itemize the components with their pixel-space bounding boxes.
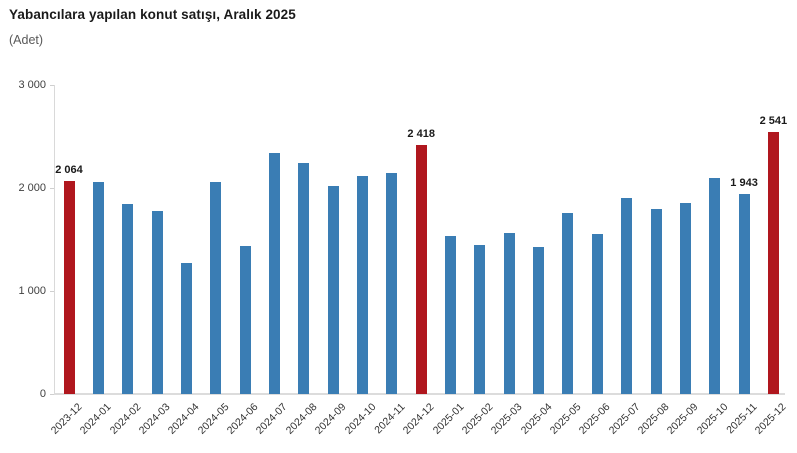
bar-2025-09[interactable] xyxy=(679,202,691,394)
bar-2024-04[interactable] xyxy=(180,263,192,394)
bar-2025-02[interactable] xyxy=(474,245,486,394)
bar-2025-01[interactable] xyxy=(445,235,457,394)
bar-2024-07[interactable] xyxy=(268,152,280,394)
bar-2025-12[interactable] xyxy=(767,132,779,394)
bar-2024-01[interactable] xyxy=(92,181,104,394)
y-tick-mark xyxy=(50,291,54,292)
chart-title: Yabancılara yapılan konut satışı, Aralık… xyxy=(9,7,296,22)
bar-2025-05[interactable] xyxy=(562,213,574,394)
y-tick-mark xyxy=(50,394,54,395)
y-tick-label: 0 xyxy=(39,388,46,400)
bar-2024-03[interactable] xyxy=(151,211,163,394)
y-tick-label: 1 000 xyxy=(18,285,46,297)
bar-2024-06[interactable] xyxy=(239,246,251,394)
bar-2025-11[interactable] xyxy=(738,193,750,394)
y-tick-mark xyxy=(50,85,54,86)
bar-2024-11[interactable] xyxy=(386,173,398,394)
bar-2024-08[interactable] xyxy=(298,162,310,394)
y-tick-label: 3 000 xyxy=(18,79,46,91)
bar-value-label-2025-12: 2 541 xyxy=(759,115,788,128)
y-tick-mark xyxy=(50,188,54,189)
y-tick-label: 2 000 xyxy=(18,182,46,194)
bar-value-label-2025-11: 1 943 xyxy=(730,176,758,189)
bar-2025-04[interactable] xyxy=(533,246,545,394)
bar-value-label-2024-12: 2 418 xyxy=(407,127,435,140)
bar-2024-12[interactable] xyxy=(415,144,427,394)
bar-value-label-2023-12: 2 064 xyxy=(55,164,83,177)
bar-2024-10[interactable] xyxy=(357,176,368,394)
y-axis-line xyxy=(54,85,55,394)
bar-2023-12[interactable] xyxy=(63,181,75,394)
bar-2025-07[interactable] xyxy=(621,198,633,394)
bar-2024-09[interactable] xyxy=(327,186,339,394)
bar-2025-08[interactable] xyxy=(650,208,662,394)
bar-2025-10[interactable] xyxy=(709,178,721,394)
bar-2024-05[interactable] xyxy=(210,181,222,394)
bar-2024-02[interactable] xyxy=(122,204,134,394)
chart-subtitle: (Adet) xyxy=(9,33,44,47)
bar-2025-06[interactable] xyxy=(591,233,603,394)
x-axis-line xyxy=(54,393,785,395)
bar-2025-03[interactable] xyxy=(503,232,515,394)
